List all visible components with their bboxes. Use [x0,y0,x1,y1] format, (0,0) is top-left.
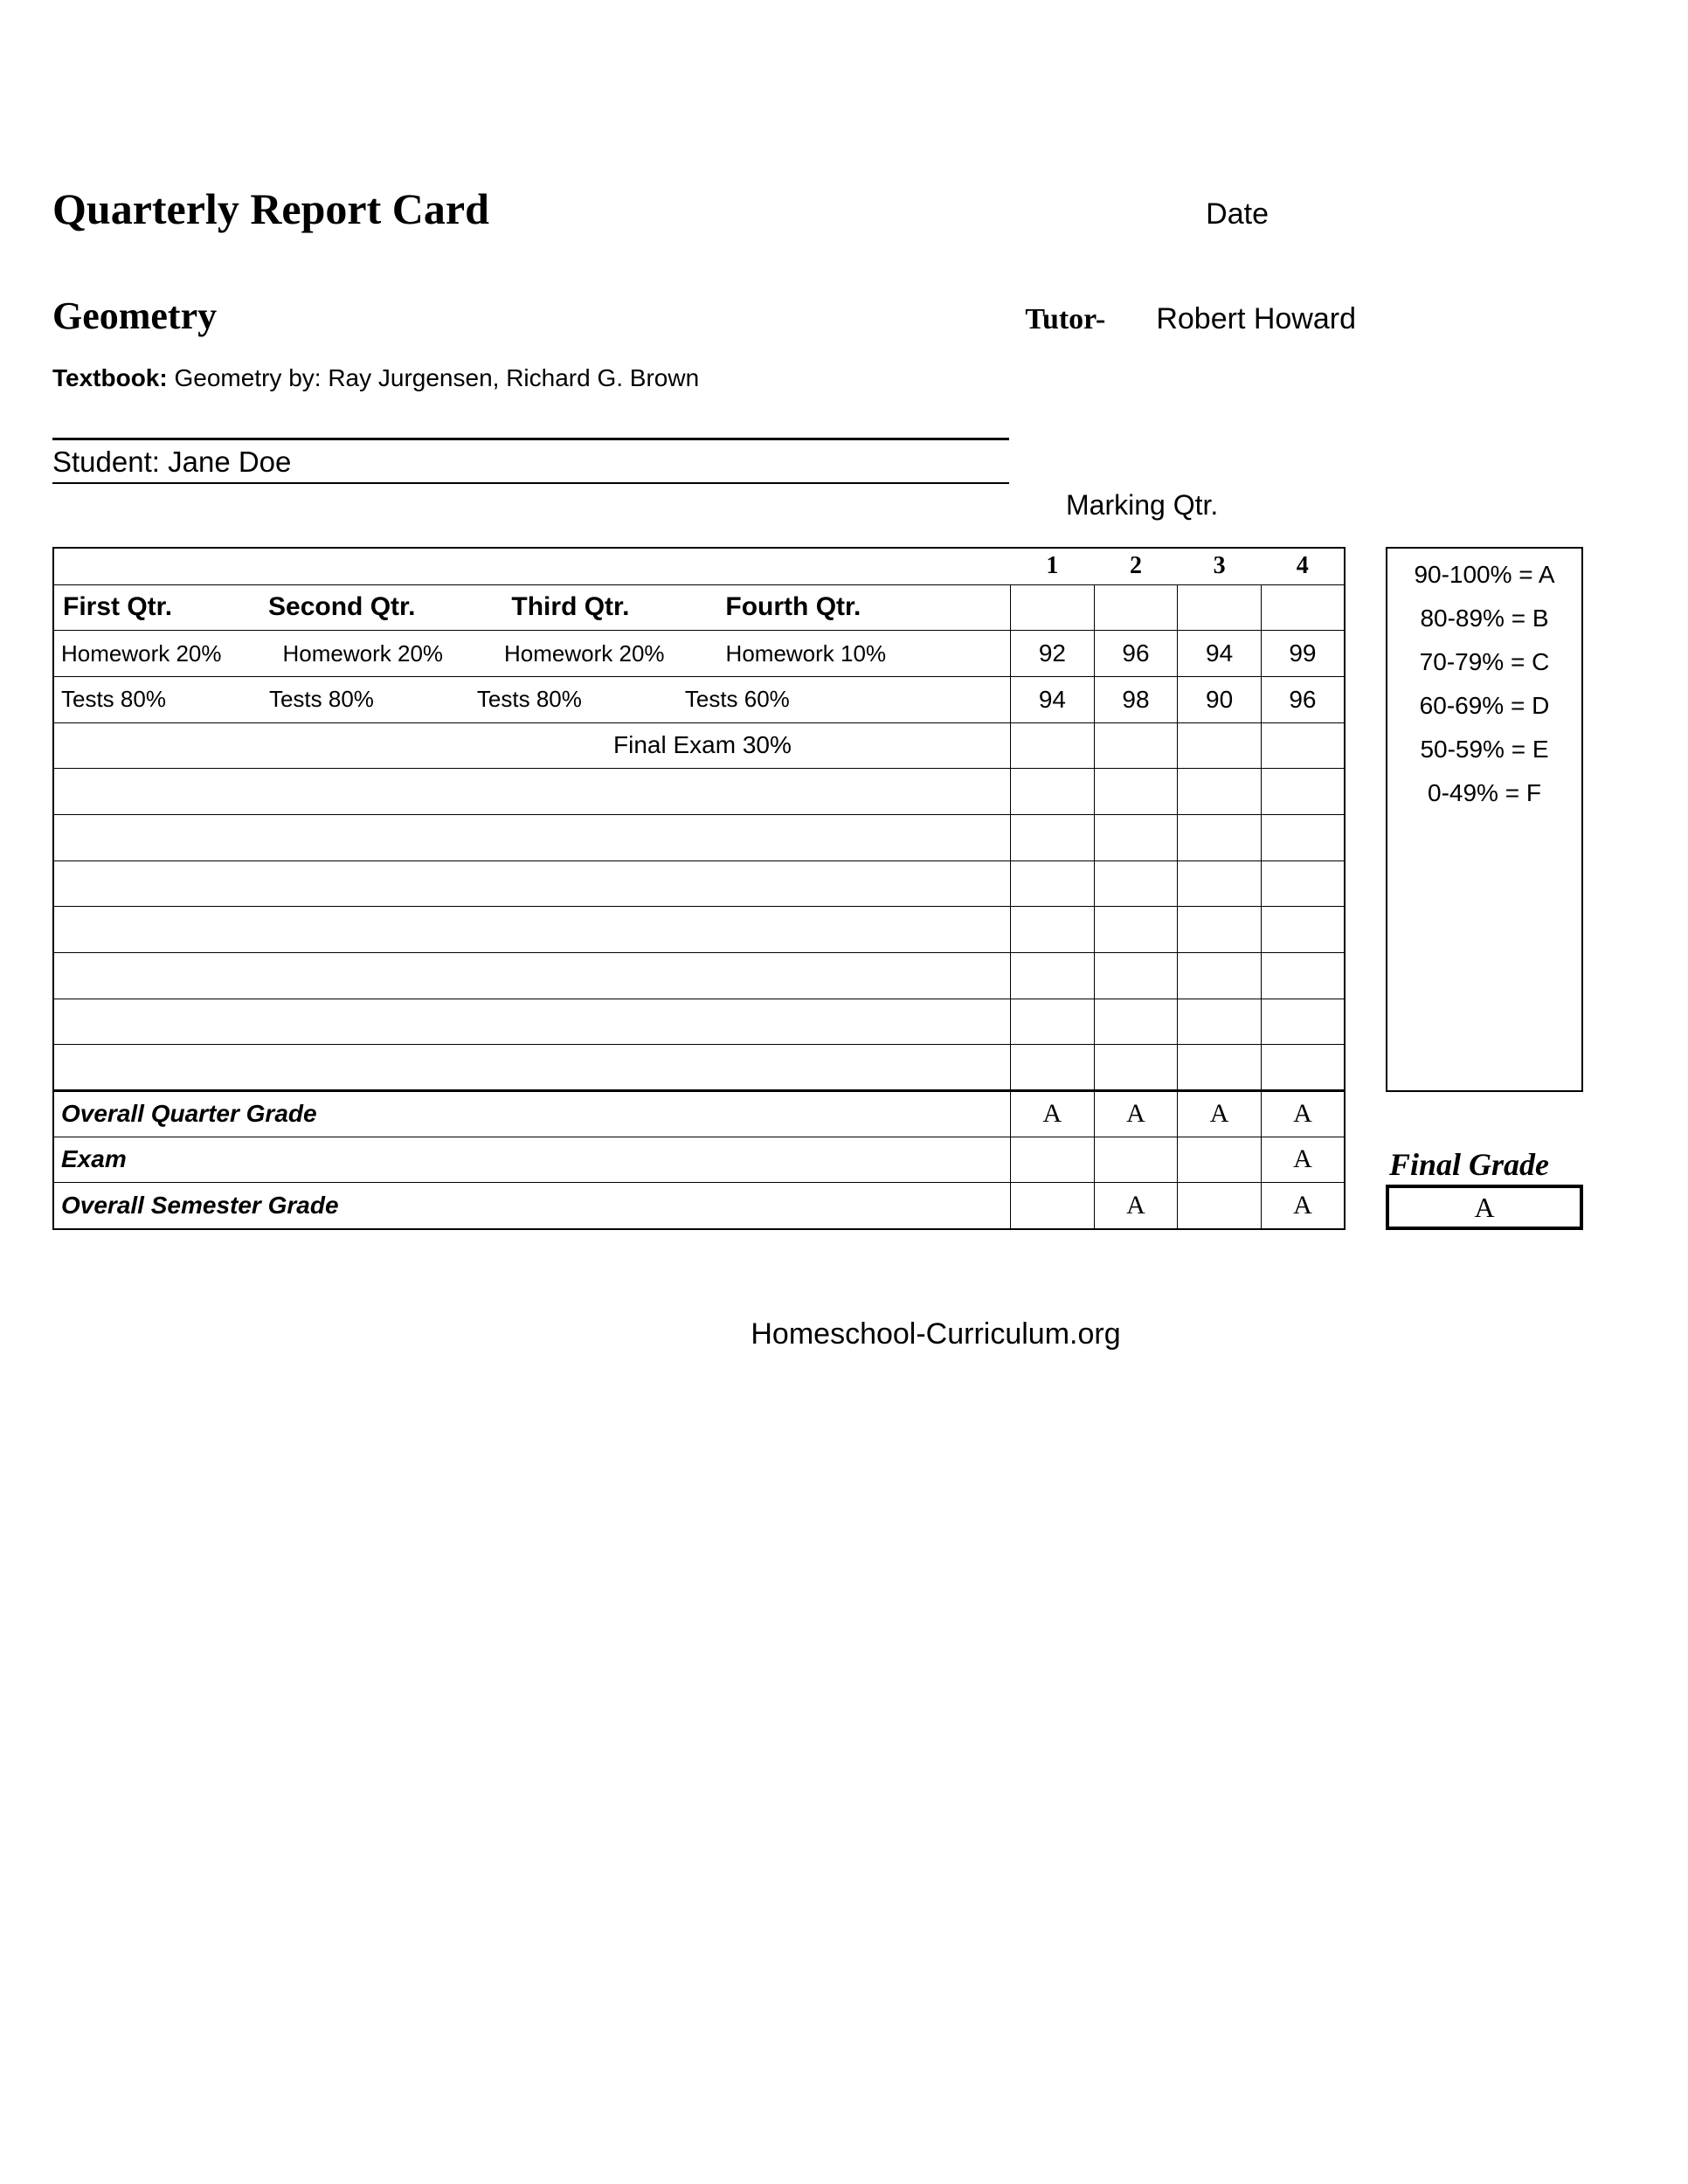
table-row [53,907,1345,953]
student-name: Jane Doe [168,446,291,478]
scale-row: 90-100% = A [1387,561,1581,605]
grade-cell: A [1011,1090,1095,1137]
overall-semester-row: Overall Semester Grade A A [53,1183,1345,1229]
exam-row: Exam A [53,1137,1345,1183]
grade-cell: 99 [1261,631,1345,677]
grade-cell: A [1261,1090,1345,1137]
page-title: Quarterly Report Card [52,183,1206,234]
grade-cell [1011,1183,1095,1229]
table-row [53,999,1345,1045]
date-label: Date [1206,197,1269,232]
grade-cell: 90 [1178,676,1262,722]
subject-heading: Geometry [52,294,1025,338]
grade-cell: 92 [1011,631,1095,677]
grade-cell: A [1261,1137,1345,1183]
table-row [53,814,1345,860]
overall-quarter-row: Overall Quarter Grade A A A A [53,1090,1345,1137]
grade-cell: 94 [1178,631,1262,677]
final-grade-value: A [1386,1185,1583,1230]
qtr-num-4: 4 [1261,548,1345,584]
table-row [53,769,1345,815]
scale-row: 60-69% = D [1387,692,1581,736]
textbook-row: Textbook: Geometry by: Ray Jurgensen, Ri… [52,364,1583,392]
grade-scale-box: 90-100% = A 80-89% = B 70-79% = C 60-69%… [1386,547,1583,1092]
qtr-head-3: Third Qtr. [511,592,629,622]
qtr-head-4: Fourth Qtr. [725,592,861,622]
grade-cell [1178,1183,1262,1229]
cell: Tests 80% [477,686,582,713]
cell: Homework 20% [283,640,444,667]
scale-row: 0-49% = F [1387,779,1581,823]
cell: Tests 60% [685,686,790,713]
grade-cell: A [1178,1090,1262,1137]
footer-text: Homeschool-Curriculum.org [52,1317,1347,1351]
grade-cell: 98 [1094,676,1178,722]
table-row [53,1045,1345,1091]
cell: Tests 80% [61,686,166,713]
textbook-value: Geometry by: Ray Jurgensen, Richard G. B… [174,364,699,391]
qtr-head-1: First Qtr. [63,592,172,622]
cell: Homework 20% [504,640,665,667]
table-row [53,952,1345,999]
qtr-num-2: 2 [1094,548,1178,584]
tutor-label: Tutor- [1025,303,1105,336]
qtr-num-1: 1 [1011,548,1095,584]
student-row: Student: Jane Doe [52,446,1009,484]
grade-cell [1178,1137,1262,1183]
scale-row: 80-89% = B [1387,605,1581,648]
scale-row: 70-79% = C [1387,648,1581,692]
table-row: Tests 80% Tests 80% Tests 80% Tests 60% … [53,676,1345,722]
final-grade-label: Final Grade [1389,1148,1583,1183]
grade-cell [1011,1137,1095,1183]
grade-cell: 96 [1261,676,1345,722]
student-label: Student: [52,446,160,478]
final-exam-label: Final Exam 30% [613,731,792,758]
table-row [53,860,1345,907]
marking-qtr-label: Marking Qtr. [1066,489,1218,522]
grade-cell [1094,1137,1178,1183]
divider [52,438,1009,440]
qtr-head-2: Second Qtr. [268,592,415,622]
table-row: Final Exam 30% [53,722,1345,769]
grade-cell: 96 [1094,631,1178,677]
table-row: Homework 20% Homework 20% Homework 20% H… [53,631,1345,677]
cell: Tests 80% [269,686,374,713]
grade-table: 1 2 3 4 First Qtr. Second Qtr. Third Qtr… [52,547,1346,1230]
qtr-num-3: 3 [1178,548,1262,584]
grade-cell: 94 [1011,676,1095,722]
textbook-label: Textbook: [52,364,168,391]
tutor-name: Robert Howard [1156,302,1356,336]
quarter-headers: First Qtr. Second Qtr. Third Qtr. Fourth… [61,592,1010,622]
grade-cell: A [1261,1183,1345,1229]
cell: Homework 10% [726,640,887,667]
grade-cell: A [1094,1090,1178,1137]
scale-row: 50-59% = E [1387,736,1581,779]
grade-cell: A [1094,1183,1178,1229]
cell: Homework 20% [61,640,222,667]
